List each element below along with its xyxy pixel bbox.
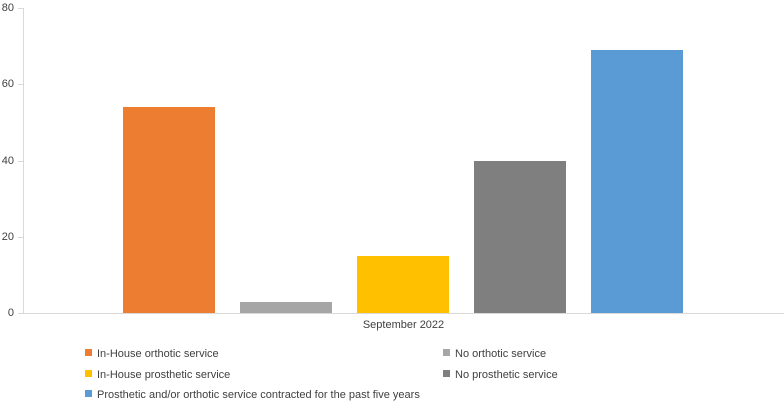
legend-label: No prosthetic service bbox=[455, 369, 558, 381]
legend-swatch-icon bbox=[85, 349, 92, 356]
y-tick-label: 20 bbox=[1, 231, 14, 243]
y-tick-label: 60 bbox=[1, 78, 14, 90]
y-tick-label: 0 bbox=[7, 307, 14, 319]
legend-label: In-House prosthetic service bbox=[97, 369, 231, 381]
legend-swatch-icon bbox=[443, 370, 450, 377]
legend-label: In-House orthotic service bbox=[97, 348, 219, 360]
y-tick-label: 40 bbox=[1, 155, 14, 167]
legend-item: In-House orthotic service bbox=[85, 348, 219, 360]
bar-no-orthotic-service bbox=[240, 302, 332, 313]
y-tick-mark bbox=[18, 313, 24, 314]
bar-in-house-prosthetic-service bbox=[357, 256, 449, 313]
bar-no-prosthetic-service bbox=[474, 161, 566, 314]
legend-swatch-icon bbox=[85, 370, 92, 377]
y-tick-mark bbox=[18, 161, 24, 162]
x-axis-category-label: September 2022 bbox=[362, 319, 445, 331]
legend-swatch-icon bbox=[85, 390, 92, 397]
bar-prosthetic-and-or-orthotic-service-contracted-for-the-past-five-years bbox=[591, 50, 683, 313]
legend-item: No orthotic service bbox=[443, 348, 546, 360]
legend-label: Prosthetic and/or orthotic service contr… bbox=[97, 389, 420, 401]
legend-item: Prosthetic and/or orthotic service contr… bbox=[85, 389, 420, 401]
bar-in-house-orthotic-service bbox=[123, 107, 215, 313]
y-tick-mark bbox=[18, 8, 24, 9]
y-axis-line bbox=[23, 8, 24, 313]
legend-item: In-House prosthetic service bbox=[85, 369, 230, 381]
legend-swatch-icon bbox=[443, 349, 450, 356]
x-axis-line bbox=[23, 313, 784, 314]
legend-item: No prosthetic service bbox=[443, 369, 558, 381]
legend-label: No orthotic service bbox=[455, 348, 547, 360]
y-tick-mark bbox=[18, 84, 24, 85]
y-tick-label: 80 bbox=[1, 2, 14, 14]
y-tick-mark bbox=[18, 237, 24, 238]
